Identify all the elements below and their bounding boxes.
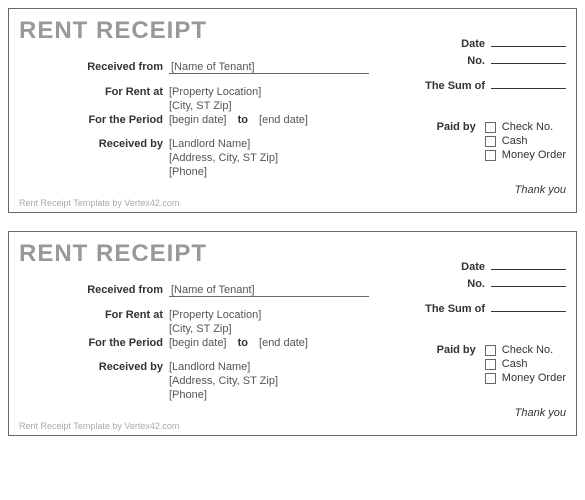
period-label: For the Period [19,114,169,126]
phone-field[interactable]: [Phone] [169,389,566,401]
no-field[interactable] [491,275,566,287]
begin-field[interactable]: [begin date] [169,337,227,349]
received-by-label: Received by [19,361,169,373]
sum-label: The Sum of [425,303,485,315]
footer-credit: Rent Receipt Template by Vertex42.com [19,198,566,208]
received-from-label: Received from [19,284,169,296]
tenant-field[interactable]: [Name of Tenant] [169,61,369,74]
city-field[interactable]: [City, ST Zip] [169,100,566,112]
period-label: For the Period [19,337,169,349]
footer-credit: Rent Receipt Template by Vertex42.com [19,421,566,431]
date-number-block: Date No. [461,258,566,292]
for-rent-label: For Rent at [19,86,169,98]
thank-you: Thank you [19,184,566,196]
moneyorder-checkbox[interactable] [485,150,496,161]
opt-cash: Cash [502,135,528,147]
date-field[interactable] [491,258,566,270]
end-field[interactable]: [end date] [259,114,308,126]
rent-receipt: RENT RECEIPT Date No. Received from [Nam… [8,8,577,213]
opt-money: Money Order [502,149,566,161]
paidby-label: Paid by [437,121,476,133]
moneyorder-checkbox[interactable] [485,373,496,384]
end-field[interactable]: [end date] [259,337,308,349]
sum-block: The Sum of [425,300,566,315]
opt-check: Check No. [502,121,553,133]
no-field[interactable] [491,52,566,64]
date-label: Date [461,38,485,50]
paidby-label: Paid by [437,344,476,356]
for-rent-label: For Rent at [19,309,169,321]
thank-you: Thank you [19,407,566,419]
date-number-block: Date No. [461,35,566,69]
cash-checkbox[interactable] [485,136,496,147]
no-label: No. [467,55,485,67]
sum-field[interactable] [491,77,566,89]
paidby-block: Paid by Check No. Cash Money Order [437,344,566,386]
sum-field[interactable] [491,300,566,312]
received-by-label: Received by [19,138,169,150]
city-field[interactable]: [City, ST Zip] [169,323,566,335]
sum-label: The Sum of [425,80,485,92]
check-checkbox[interactable] [485,345,496,356]
to-label: to [238,337,248,349]
begin-field[interactable]: [begin date] [169,114,227,126]
sum-block: The Sum of [425,77,566,92]
tenant-field[interactable]: [Name of Tenant] [169,284,369,297]
opt-check: Check No. [502,344,553,356]
date-label: Date [461,261,485,273]
received-from-label: Received from [19,61,169,73]
date-field[interactable] [491,35,566,47]
phone-field[interactable]: [Phone] [169,166,566,178]
to-label: to [238,114,248,126]
paidby-block: Paid by Check No. Cash Money Order [437,121,566,163]
rent-receipt: RENT RECEIPT Date No. Received from [Nam… [8,231,577,436]
check-checkbox[interactable] [485,122,496,133]
cash-checkbox[interactable] [485,359,496,370]
opt-cash: Cash [502,358,528,370]
no-label: No. [467,278,485,290]
opt-money: Money Order [502,372,566,384]
